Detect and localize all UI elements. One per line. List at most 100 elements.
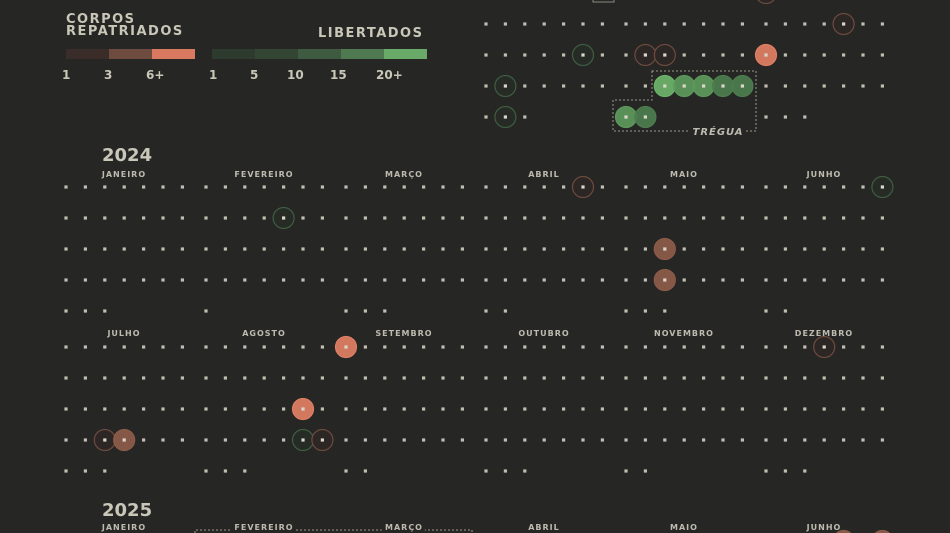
day-dot — [682, 247, 686, 251]
day-dot — [542, 53, 546, 57]
day-dot — [320, 345, 324, 349]
day-dot — [484, 309, 488, 313]
day-dot — [122, 407, 126, 411]
day-dot — [204, 469, 208, 473]
event-marker-corpos — [93, 428, 116, 452]
day-dot — [702, 407, 706, 411]
day-dot — [344, 469, 348, 473]
day-dot — [344, 247, 348, 251]
day-dot — [880, 53, 884, 57]
day-dot — [441, 345, 445, 349]
month-label: FEVEREIRO — [234, 523, 293, 532]
day-dot — [223, 216, 227, 220]
day-dot — [542, 376, 546, 380]
day-dot — [600, 185, 604, 189]
day-dot — [842, 376, 846, 380]
event-marker-corpos — [113, 428, 136, 452]
day-dot — [223, 185, 227, 189]
day-dot — [243, 247, 247, 251]
day-dot — [624, 22, 628, 26]
legend-bodies-swatch — [152, 49, 195, 59]
day-dot — [740, 216, 744, 220]
day-dot — [624, 376, 628, 380]
day-dot — [600, 407, 604, 411]
day-dot — [441, 278, 445, 282]
day-dot — [740, 438, 744, 442]
day-dot — [523, 84, 527, 88]
day-dot — [822, 216, 826, 220]
event-marker-corpos — [653, 43, 676, 67]
day-dot — [142, 376, 146, 380]
day-dot — [764, 309, 768, 313]
day-dot — [402, 216, 406, 220]
day-dot — [721, 345, 725, 349]
day-dot — [803, 53, 807, 57]
truce-outline — [612, 70, 757, 132]
event-marker-corpos — [334, 335, 358, 359]
day-dot — [861, 345, 865, 349]
legend-released-tick: 15 — [330, 68, 347, 82]
day-dot — [581, 278, 585, 282]
day-dot — [204, 309, 208, 313]
day-dot — [441, 216, 445, 220]
day-dot — [83, 345, 87, 349]
day-dot — [803, 407, 807, 411]
day-dot — [422, 247, 426, 251]
day-dot — [702, 53, 706, 57]
day-dot — [243, 185, 247, 189]
day-dot — [764, 84, 768, 88]
day-dot — [243, 438, 247, 442]
day-dot — [783, 309, 787, 313]
day-dot — [383, 438, 387, 442]
legend-released-swatch — [212, 49, 255, 59]
day-dot — [562, 278, 566, 282]
day-dot — [542, 84, 546, 88]
day-dot — [643, 22, 647, 26]
day-dot — [803, 247, 807, 251]
day-dot — [581, 247, 585, 251]
day-dot — [64, 185, 68, 189]
day-dot — [542, 185, 546, 189]
day-dot — [180, 376, 184, 380]
legend-bodies-tick: 6+ — [146, 68, 165, 82]
day-dot — [243, 376, 247, 380]
day-dot — [301, 247, 305, 251]
legend-bodies-swatch — [109, 49, 152, 59]
day-dot — [600, 84, 604, 88]
day-dot — [503, 469, 507, 473]
day-dot — [803, 278, 807, 282]
event-marker-libertados — [571, 43, 595, 67]
day-dot — [282, 247, 286, 251]
day-dot — [523, 407, 527, 411]
day-dot — [581, 22, 585, 26]
day-dot — [103, 407, 107, 411]
day-dot — [721, 53, 725, 57]
day-dot — [880, 345, 884, 349]
day-dot — [880, 438, 884, 442]
day-dot — [503, 185, 507, 189]
day-dot — [301, 185, 305, 189]
day-dot — [344, 309, 348, 313]
day-dot — [122, 216, 126, 220]
year-label: 2025 — [102, 500, 152, 521]
day-dot — [363, 407, 367, 411]
day-dot — [842, 407, 846, 411]
day-dot — [402, 247, 406, 251]
day-dot — [822, 53, 826, 57]
day-dot — [243, 469, 247, 473]
day-dot — [740, 185, 744, 189]
day-dot — [721, 216, 725, 220]
day-dot — [122, 247, 126, 251]
event-marker-corpos — [757, 0, 775, 5]
event-marker-corpos — [634, 43, 657, 67]
day-dot — [180, 247, 184, 251]
day-dot — [663, 22, 667, 26]
day-dot — [503, 309, 507, 313]
legend-bodies-title-line2: REPATRIADOS — [66, 24, 184, 39]
day-dot — [721, 22, 725, 26]
day-dot — [83, 407, 87, 411]
event-marker-libertados — [291, 428, 315, 452]
day-dot — [142, 438, 146, 442]
day-dot — [204, 185, 208, 189]
